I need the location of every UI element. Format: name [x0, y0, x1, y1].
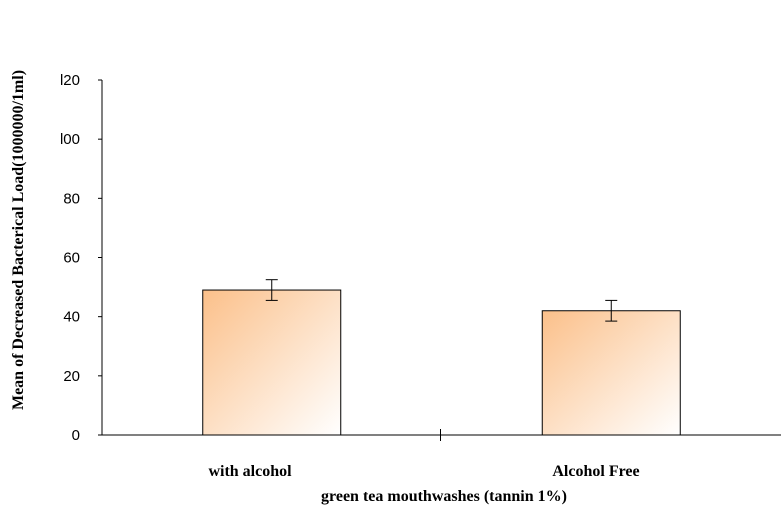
y-tick-label: l20 — [60, 72, 80, 89]
error-bar — [605, 299, 618, 322]
bars — [202, 279, 681, 436]
y-tick-label: l00 — [60, 131, 80, 148]
y-tick-label: 60 — [63, 250, 80, 267]
y-tick-label: 40 — [63, 309, 80, 326]
y-tick-label: 0 — [72, 427, 80, 444]
x-axis-categories: with alcohol Alcohol Free — [208, 463, 639, 480]
error-bar — [265, 279, 278, 301]
y-tick-label: 20 — [63, 368, 80, 385]
x-axis-title: green tea mouthwashes (tannin 1%) — [321, 488, 567, 505]
x-category-label: with alcohol — [208, 463, 292, 480]
x-category-label: Alcohol Free — [552, 463, 639, 480]
y-axis-title: Mean of Decreased Bacterical Load(100000… — [10, 70, 27, 410]
bar — [541, 310, 681, 436]
y-tick-label: 80 — [63, 190, 80, 207]
y-axis-ticks: 0 20 40 60 80 l00 l20 — [60, 72, 441, 444]
bar — [202, 289, 342, 436]
